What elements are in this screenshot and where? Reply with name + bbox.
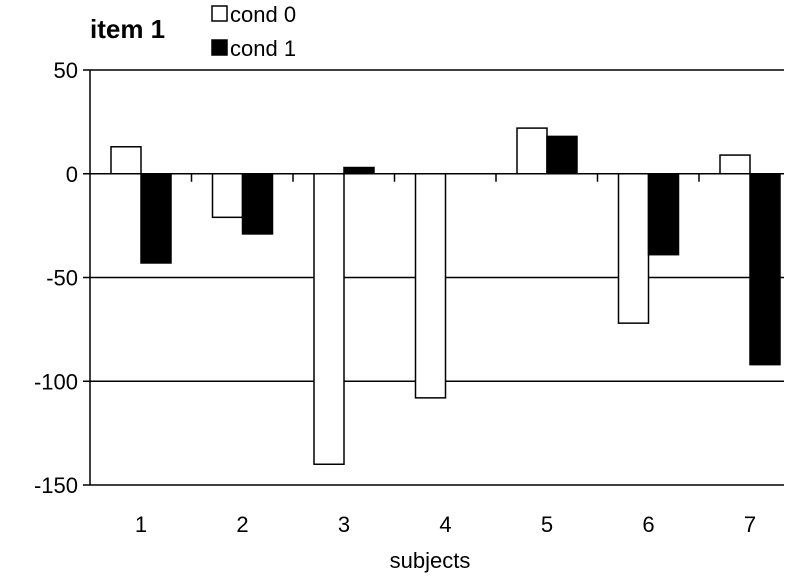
bar-cond-1-subject-5 [546,135,578,175]
legend-swatch-cond-1 [211,39,228,56]
chart-title: item 1 [90,14,165,44]
bar-cond-0-subject-5 [516,127,548,175]
bars [110,127,781,465]
bar-cond-0-subject-4 [414,173,447,399]
y-tick-label: 50 [54,58,78,83]
y-tick-label: -150 [34,473,78,498]
x-tick-label: 3 [338,512,350,537]
legend-label-cond-0: cond 0 [230,2,296,27]
x-axis-label: subjects [390,548,471,573]
y-tick-label: 0 [66,162,78,187]
bar-cond-0-subject-1 [110,146,142,175]
bar-cond-1-subject-1 [140,173,172,264]
bar-cond-1-subject-3 [343,166,375,175]
x-axis-ticks: 1 2 3 4 5 6 7 [135,173,756,537]
y-tick-label: -50 [46,266,78,291]
bar-cond-0-subject-3 [313,173,345,465]
x-tick-label: 1 [135,512,147,537]
x-tick-label: 2 [236,512,248,537]
bar-cond-1-subject-6 [647,173,680,256]
y-tick-label: -100 [34,369,78,394]
legend-swatch-cond-0 [211,5,228,22]
x-tick-label: 6 [642,512,654,537]
x-tick-label: 5 [541,512,553,537]
bar-cond-0-subject-2 [211,173,244,219]
bar-cond-0-subject-6 [617,173,650,324]
y-axis-ticks: 50 0 -50 -100 -150 [34,58,90,498]
x-tick-label: 7 [744,512,756,537]
legend-label-cond-1: cond 1 [230,36,296,61]
bar-cond-1-subject-2 [241,173,274,235]
bar-cond-0-subject-7 [719,154,751,175]
legend: cond 0 cond 1 [211,2,296,61]
bar-cond-1-subject-7 [749,173,781,366]
x-tick-label: 4 [439,512,451,537]
